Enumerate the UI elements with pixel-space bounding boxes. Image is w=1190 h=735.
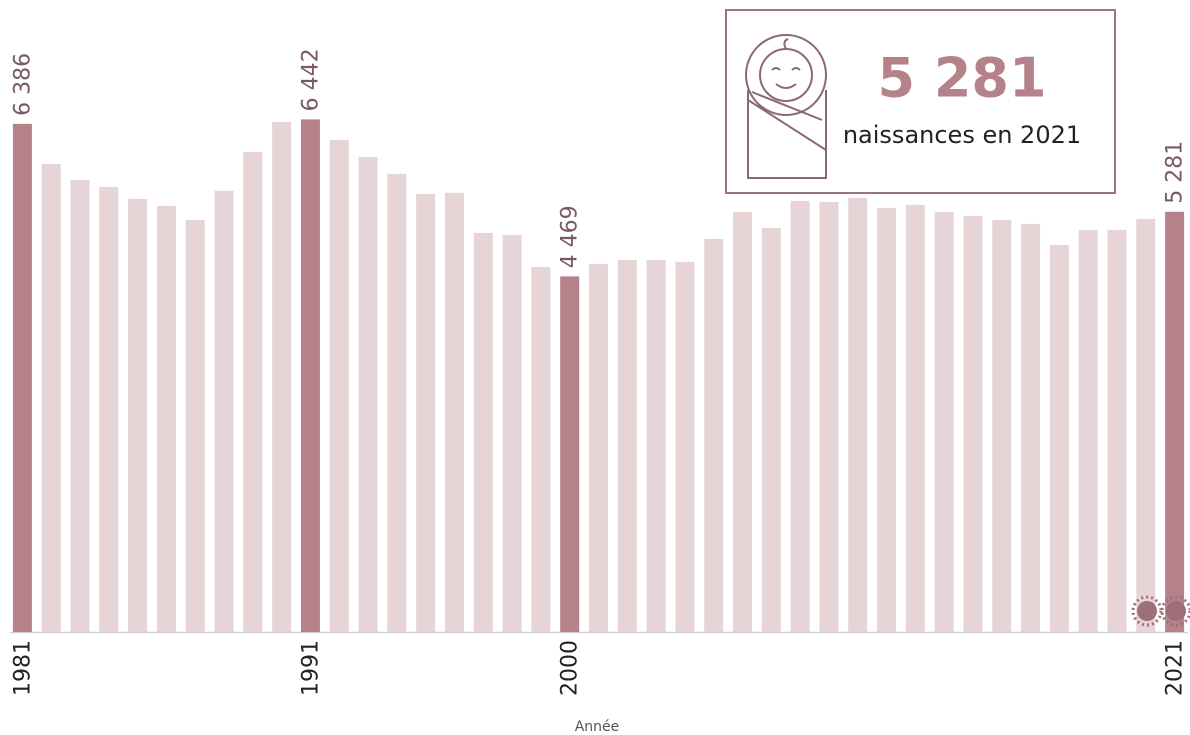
bar	[41, 163, 61, 632]
bar	[1165, 211, 1185, 633]
bar	[416, 193, 436, 633]
virus-icons	[1131, 595, 1190, 627]
callout-text: naissances en 2021	[843, 121, 1081, 149]
bar	[704, 238, 724, 632]
bar	[502, 234, 522, 632]
bar	[214, 190, 234, 632]
bar	[1021, 223, 1041, 632]
bar	[733, 211, 753, 632]
x-tick-label: 1991	[298, 640, 323, 696]
bar	[646, 259, 666, 632]
bar	[963, 215, 983, 632]
bar	[444, 192, 464, 633]
bar	[675, 261, 695, 632]
bar	[185, 219, 205, 632]
baby-icon	[745, 34, 827, 179]
x-axis-label: Année	[575, 719, 620, 735]
bar	[70, 179, 90, 633]
x-tick-label: 2000	[558, 640, 583, 696]
bar	[1049, 244, 1069, 632]
bar	[992, 219, 1012, 632]
bar	[156, 205, 176, 632]
bar	[272, 121, 292, 633]
bar	[128, 198, 148, 633]
bar	[617, 259, 637, 632]
data-label: 5 281	[1163, 141, 1188, 204]
bar	[1136, 218, 1156, 632]
bar	[560, 276, 580, 632]
callout-value: 5 281	[877, 47, 1046, 110]
bar	[848, 197, 868, 633]
bar	[934, 211, 954, 632]
bar	[1078, 229, 1098, 632]
bar	[300, 119, 320, 632]
bar	[761, 227, 781, 632]
x-tick-label: 2021	[1163, 640, 1188, 696]
bar	[790, 200, 810, 632]
bar	[12, 123, 32, 632]
bar	[358, 156, 378, 632]
data-label: 6 386	[10, 53, 35, 116]
bar	[905, 204, 925, 632]
data-label: 4 469	[558, 205, 583, 268]
bar	[1107, 229, 1127, 632]
bar	[387, 173, 407, 632]
bar	[473, 232, 493, 632]
bar	[243, 151, 263, 632]
bar	[589, 263, 608, 632]
bar	[877, 207, 897, 633]
bar	[99, 186, 119, 632]
bar	[531, 266, 551, 632]
x-tick-label: 1981	[10, 640, 35, 696]
bar	[819, 201, 839, 632]
data-label: 6 442	[298, 48, 323, 111]
bar	[329, 139, 349, 632]
